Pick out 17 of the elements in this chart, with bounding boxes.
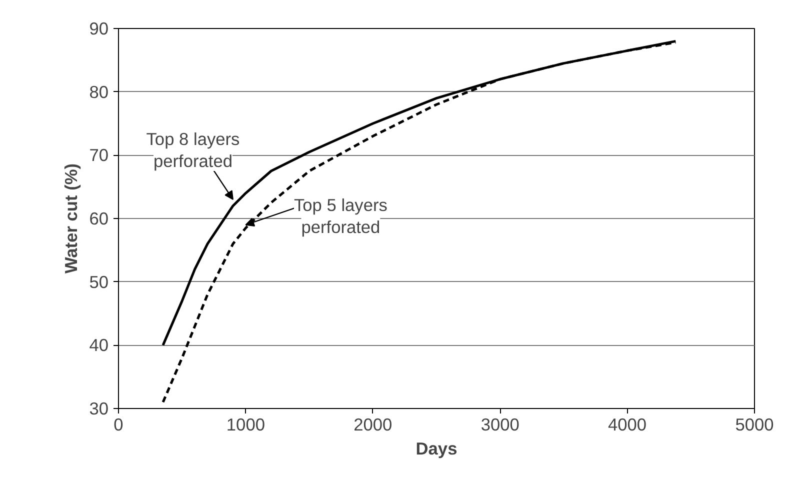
x-axis-title: Days — [416, 438, 458, 458]
annotation: Top 8 layers perforated — [146, 128, 240, 171]
annotation: Top 5 layers perforated — [294, 195, 388, 238]
y-tick-label: 50 — [89, 272, 109, 292]
y-axis-title: Water cut (%) — [61, 163, 82, 274]
x-tick-label: 3000 — [480, 414, 520, 434]
x-tick-label: 5000 — [735, 414, 774, 434]
y-tick-label: 70 — [89, 145, 109, 166]
y-tick-label: 30 — [89, 398, 109, 418]
x-tick-label: 2000 — [354, 414, 392, 434]
y-tick-label: 40 — [89, 335, 109, 356]
x-tick-label: 1000 — [226, 414, 265, 434]
x-tick-label: 0 — [114, 414, 124, 434]
y-tick-label: 90 — [89, 18, 109, 38]
y-tick-label: 80 — [89, 82, 109, 102]
y-tick-label: 60 — [89, 208, 109, 228]
x-tick-label: 4000 — [608, 414, 647, 434]
